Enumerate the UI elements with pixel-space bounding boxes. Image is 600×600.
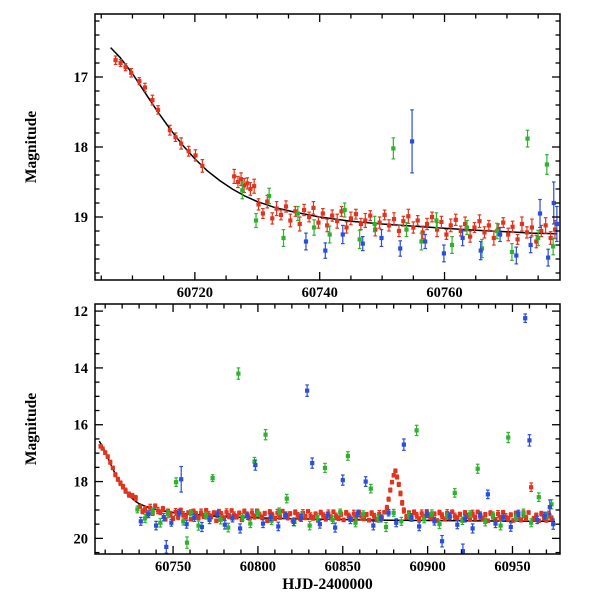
x-tick-label: 60800 — [240, 559, 276, 575]
panel-frame — [94, 303, 561, 555]
panel-frame — [94, 13, 561, 281]
y-tick-label: 12 — [74, 304, 89, 320]
model-curve — [110, 47, 557, 235]
y-axis-title: Magnitude — [23, 111, 40, 183]
x-tick-label: 60850 — [325, 559, 361, 575]
y-tick-label: 19 — [74, 210, 89, 226]
x-tick-label: 60740 — [302, 285, 338, 301]
y-tick-label: 17 — [74, 70, 89, 86]
x-axis-title: HJD-2400000 — [282, 576, 373, 593]
red-series-points — [113, 55, 558, 249]
y-tick-label: 14 — [74, 361, 89, 377]
x-tick-label: 60900 — [410, 559, 446, 575]
x-tick-label: 60720 — [177, 285, 213, 301]
x-tick-label: 60750 — [155, 559, 191, 575]
y-tick-label: 20 — [74, 531, 89, 547]
green-series-points — [240, 129, 556, 261]
x-tick-label: 60760 — [426, 285, 462, 301]
blue-series-points — [138, 313, 556, 554]
bottom-panel: 60750 60800 60850 60900 60950 12 14 16 18 20 Magni… — [23, 303, 561, 593]
blue-series-points — [303, 109, 559, 267]
y-tick-label: 18 — [74, 140, 89, 156]
x-tick-label: 60950 — [494, 559, 530, 575]
y-tick-label: 18 — [74, 475, 89, 491]
green-series-points — [135, 367, 554, 549]
top-panel: 60720 60740 60760 17 18 19 Magnitude — [23, 13, 561, 301]
y-axis-title: Magnitude — [23, 393, 40, 465]
y-tick-label: 16 — [74, 418, 89, 434]
